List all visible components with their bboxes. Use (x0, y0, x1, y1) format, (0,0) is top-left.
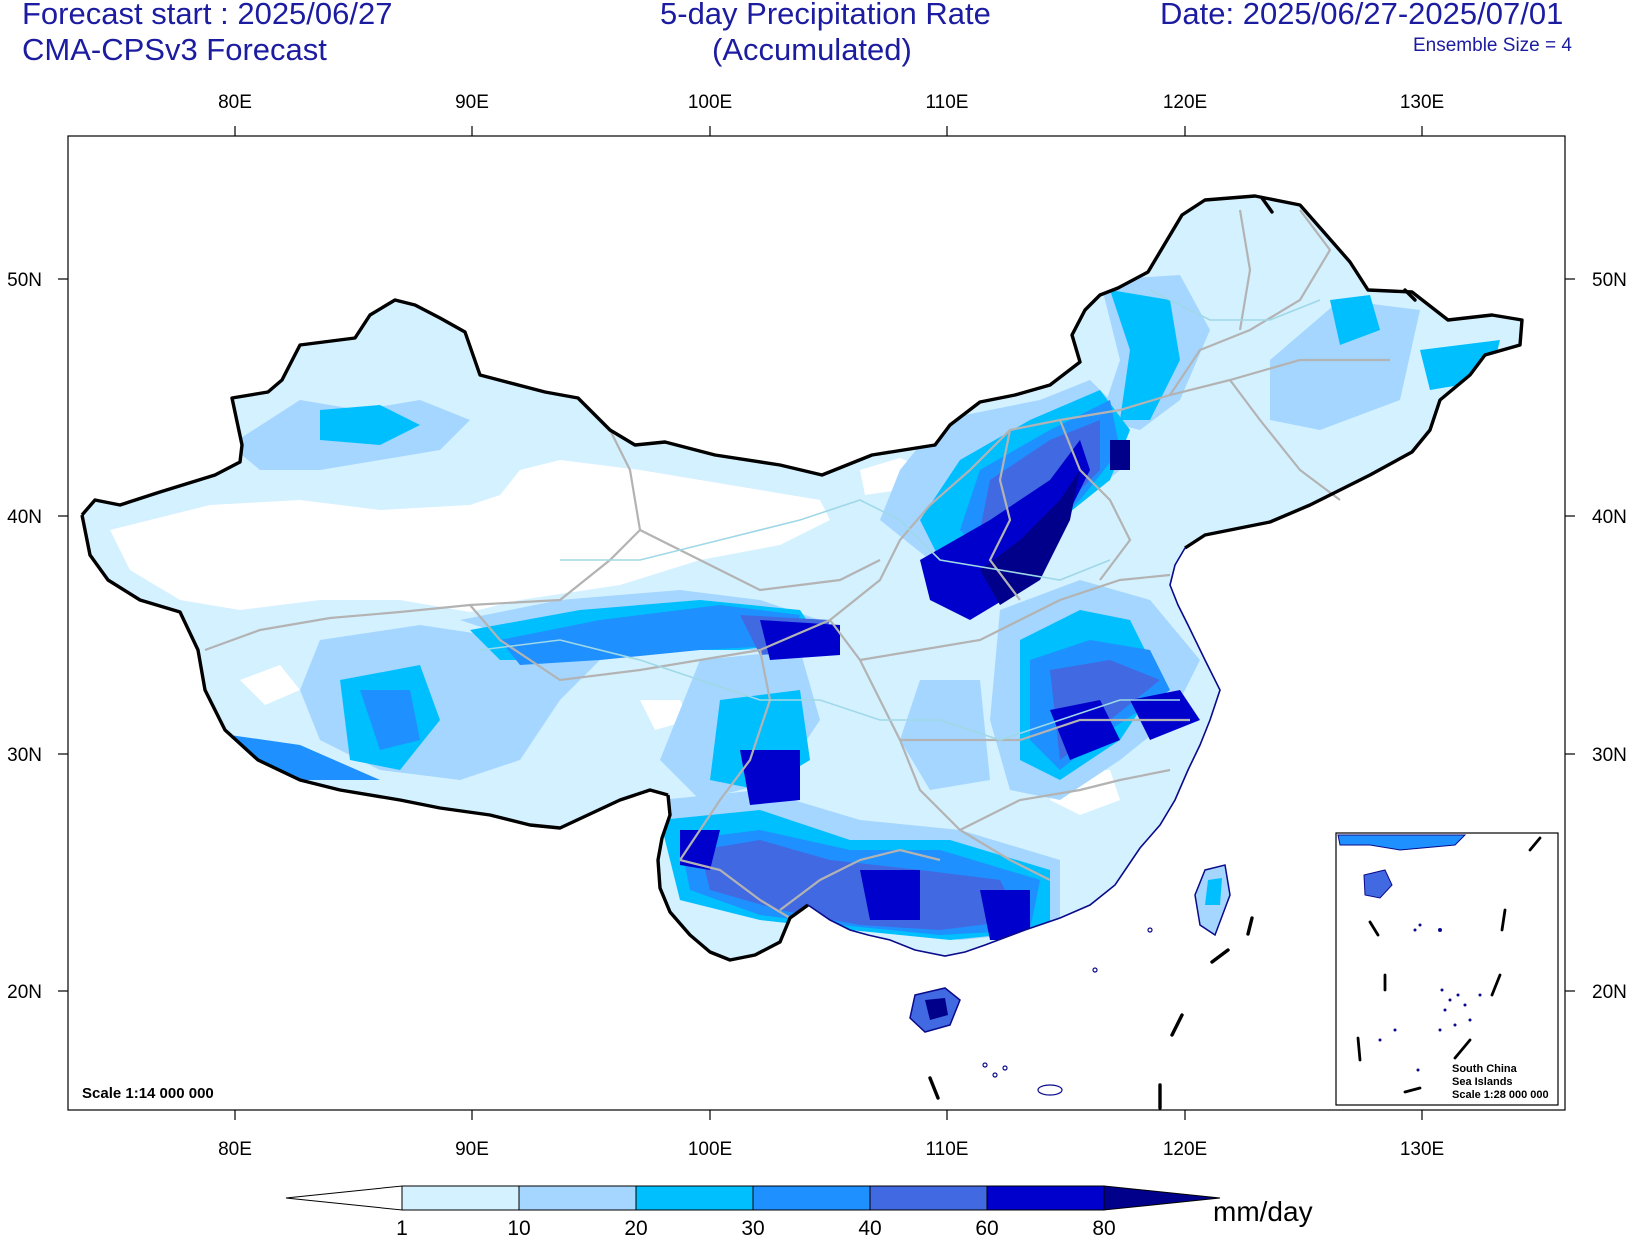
colorbar-box (986, 1185, 1105, 1211)
forecast-start-label: Forecast start : 2025/06/27 (22, 0, 393, 31)
colorbar-box (752, 1185, 871, 1211)
province-boundaries (204, 209, 1390, 919)
colorbar-min-triangle (285, 1185, 403, 1211)
colorbar-level-label: 60 (975, 1217, 998, 1236)
lon-label: 100E (688, 1139, 732, 1160)
model-label: CMA-CPSv3 Forecast (22, 32, 327, 67)
small-islands (982, 927, 1153, 1096)
colorbar-box (401, 1185, 520, 1211)
latitude-labels-right: 50N 40N 30N 20N (1592, 270, 1627, 1003)
lon-label: 110E (926, 1139, 969, 1160)
national-border-south (656, 794, 809, 962)
lon-label: 100E (688, 92, 732, 113)
lat-label: 50N (1592, 270, 1627, 291)
colorbar-level-label: 80 (1092, 1217, 1115, 1236)
national-border-southwest (80, 514, 669, 830)
latitude-labels-left: 50N 40N 30N 20N (7, 270, 42, 1003)
tick-marks (58, 126, 1575, 1120)
lon-label: 120E (1163, 92, 1207, 113)
colorbar-level-label: 10 (507, 1217, 530, 1236)
lon-label: 90E (455, 92, 489, 113)
colorbar-max-triangle (1103, 1185, 1221, 1211)
coastline (807, 547, 1221, 957)
lon-label: 110E (926, 92, 969, 113)
inset-title-line1: South China (1452, 1063, 1518, 1075)
lat-label: 30N (7, 745, 42, 766)
colorbar-level-label: 40 (858, 1217, 881, 1236)
longitude-labels-bottom: 80E 90E 100E 110E 120E 130E (218, 1139, 1444, 1160)
lat-label: 40N (1592, 507, 1627, 528)
longitude-labels-top: 80E 90E 100E 110E 120E 130E (218, 92, 1444, 113)
lat-label: 40N (7, 507, 42, 528)
lon-label: 120E (1163, 1139, 1207, 1160)
lat-label: 50N (7, 270, 42, 291)
lon-label: 80E (218, 92, 252, 113)
colorbar: 1 10 20 30 40 60 80 mm/day (285, 1185, 1313, 1236)
date-range-label: Date: 2025/06/27-2025/07/01 (1160, 0, 1564, 31)
inset-title-line2: Sea Islands (1452, 1076, 1513, 1088)
lon-label: 90E (455, 1139, 489, 1160)
colorbar-box (635, 1185, 754, 1211)
colorbar-box (869, 1185, 988, 1211)
colorbar-box (518, 1185, 637, 1211)
dash-line (928, 196, 1417, 1110)
lon-label: 130E (1400, 92, 1444, 113)
national-border-north (80, 194, 1524, 550)
colorbar-unit-label: mm/day (1213, 1196, 1313, 1227)
lon-label: 80E (218, 1139, 252, 1160)
rivers (479, 289, 1321, 741)
lat-label: 20N (1592, 982, 1627, 1003)
ensemble-size-label: Ensemble Size = 4 (1413, 35, 1572, 56)
colorbar-level-label: 20 (624, 1217, 647, 1236)
map-title-line1: 5-day Precipitation Rate (660, 0, 991, 31)
map-title-line2: (Accumulated) (712, 32, 912, 67)
colorbar-level-label: 1 (396, 1217, 408, 1236)
lat-label: 20N (7, 982, 42, 1003)
inset-scale-label: Scale 1:28 000 000 (1452, 1089, 1549, 1101)
lon-label: 130E (1400, 1139, 1444, 1160)
map-scale-label: Scale 1:14 000 000 (82, 1085, 214, 1102)
colorbar-level-label: 30 (741, 1217, 764, 1236)
lat-label: 30N (1592, 745, 1627, 766)
south-china-sea-inset: South China Sea Islands Scale 1:28 000 0… (1335, 832, 1559, 1106)
